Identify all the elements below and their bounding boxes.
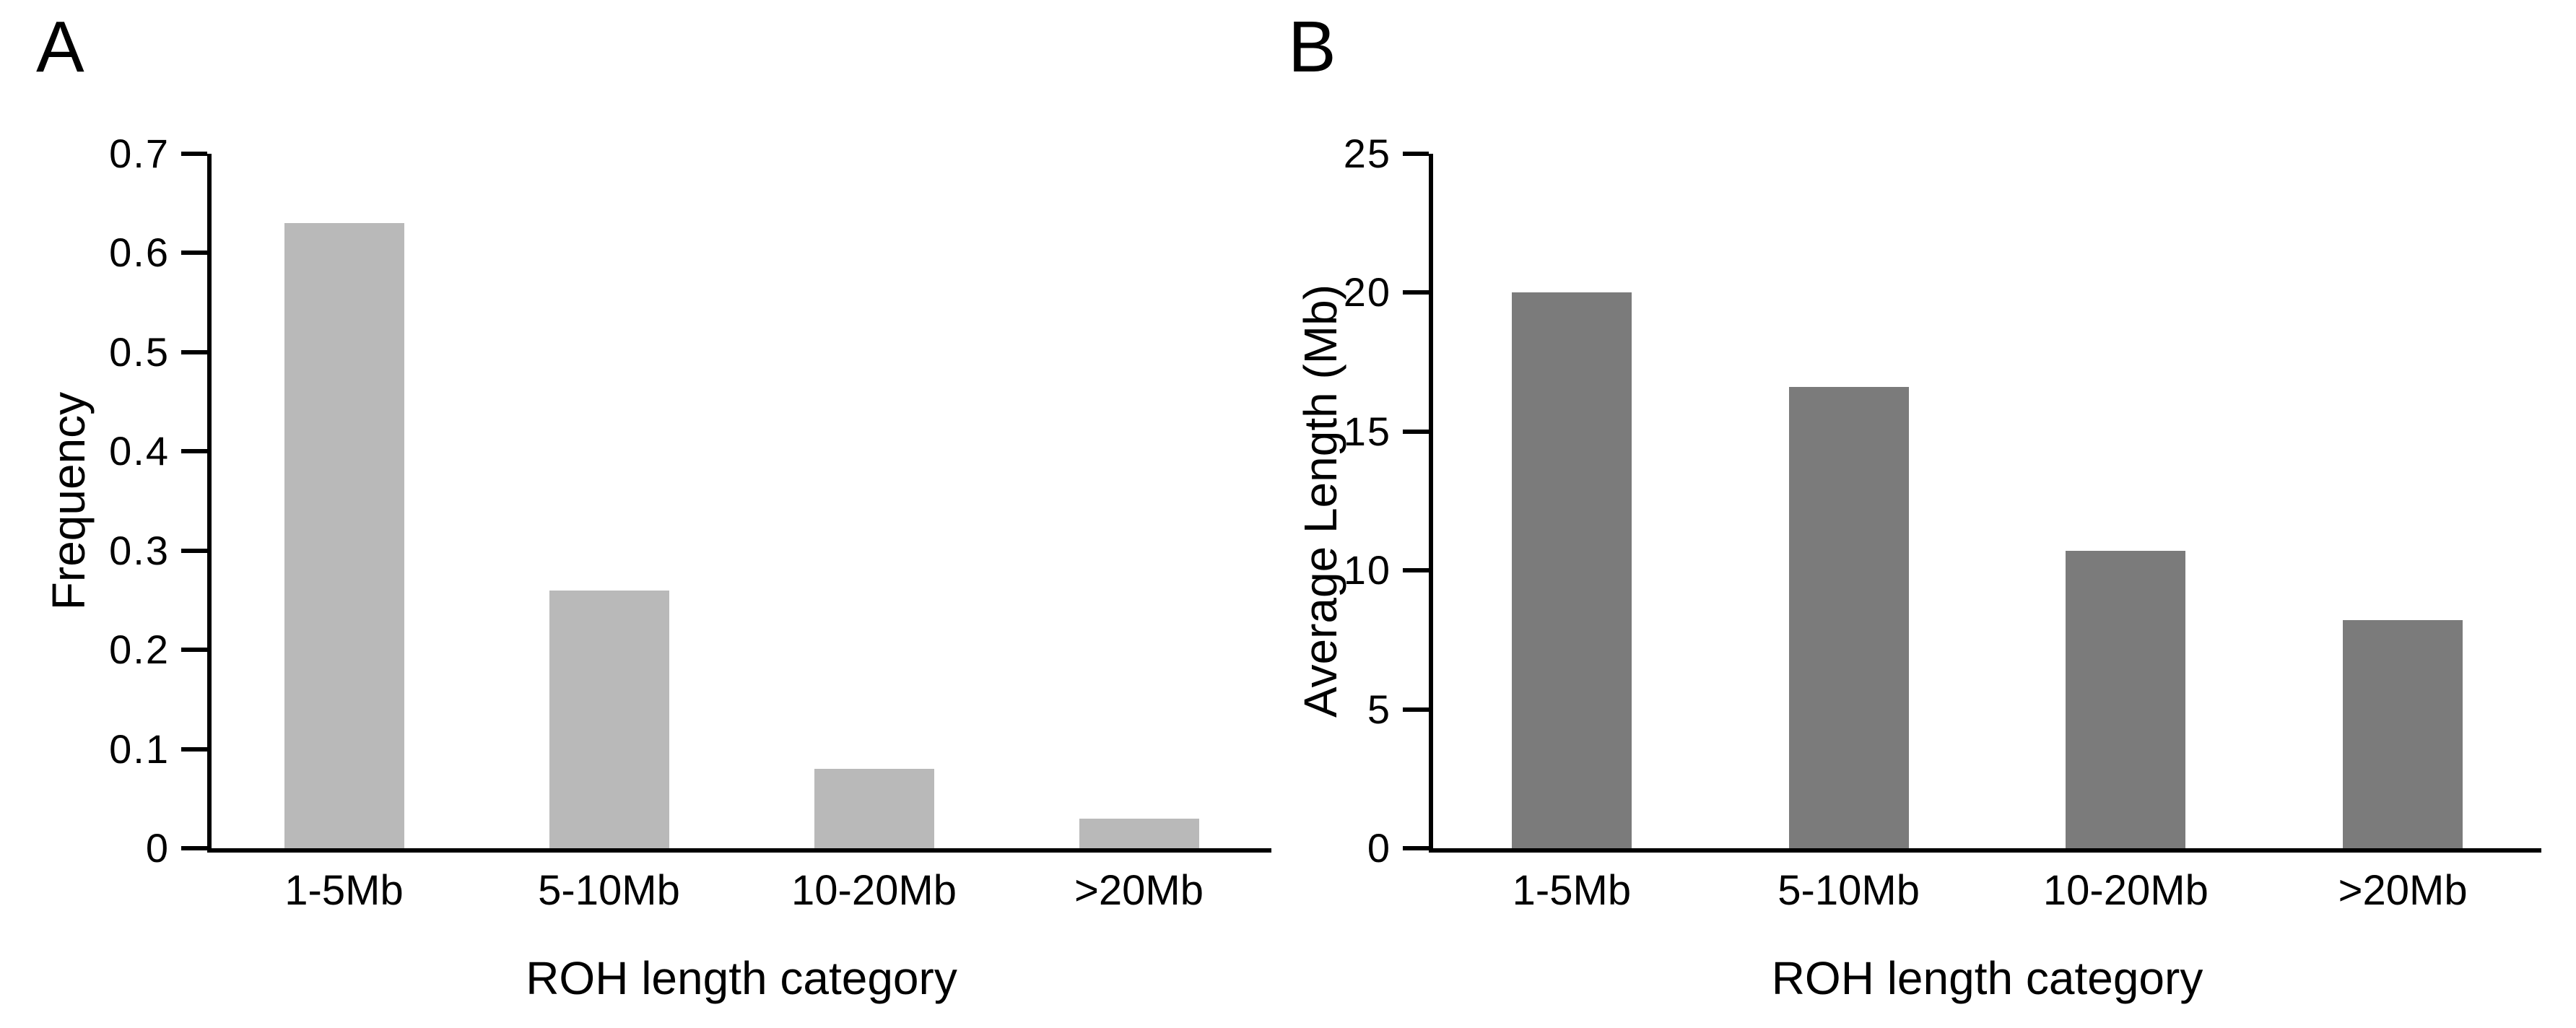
y-tick-mark bbox=[181, 152, 207, 156]
y-tick-mark bbox=[181, 251, 207, 256]
x-axis-line bbox=[1429, 848, 2541, 853]
bar-slot: 1-5Mb bbox=[212, 154, 477, 912]
y-axis-title: Average Length (Mb) bbox=[1294, 284, 1346, 718]
y-tick-mark bbox=[1403, 290, 1429, 295]
bar-10-20Mb bbox=[2066, 551, 2186, 848]
x-category-label: 5-10Mb bbox=[1777, 867, 1920, 914]
bar-slot: 5-10Mb bbox=[477, 154, 741, 912]
y-axis-line bbox=[207, 154, 212, 853]
x-axis-line bbox=[207, 848, 1271, 853]
y-tick-label: 0.6 bbox=[109, 230, 170, 276]
x-category-label: 10-20Mb bbox=[791, 867, 957, 914]
y-tick-label: 15 bbox=[1343, 408, 1391, 454]
y-tick-mark bbox=[181, 648, 207, 653]
bar-1-5Mb bbox=[1511, 292, 1632, 848]
panel-b-plot: 0 5 10 15 20 25 1-5Mb 5-10Mb 10-20Mb >20Mb Avera… bbox=[1294, 134, 2541, 1001]
y-tick-mark bbox=[1403, 429, 1429, 434]
y-tick-mark bbox=[1403, 707, 1429, 712]
bar-5-10Mb bbox=[549, 590, 669, 848]
y-tick-mark bbox=[181, 349, 207, 354]
y-axis-ticks: 0 0.1 0.2 0.3 0.4 0.5 0.6 0.7 bbox=[109, 134, 1271, 868]
y-tick-label: 0.4 bbox=[109, 428, 170, 474]
bar-slot: 10-20Mb bbox=[1988, 154, 2265, 912]
y-tick-label: 0.5 bbox=[109, 328, 170, 375]
y-tick-mark bbox=[181, 449, 207, 454]
y-tick-label: 0.2 bbox=[109, 627, 170, 673]
bar-slot: 10-20Mb bbox=[741, 154, 1006, 912]
y-axis-line bbox=[1429, 154, 1433, 853]
panel-a-letter: A bbox=[36, 6, 84, 87]
y-tick-mark bbox=[181, 746, 207, 752]
y-axis-ticks: 0 5 10 15 20 25 bbox=[1344, 134, 2541, 868]
y-tick-label: 0.3 bbox=[109, 527, 170, 573]
y-tick-label: 0 bbox=[145, 825, 170, 871]
panel-b-letter: B bbox=[1288, 6, 1336, 87]
y-tick-label: 0.1 bbox=[109, 726, 170, 772]
y-tick-mark bbox=[1403, 846, 1429, 850]
bar-series: 1-5Mb 5-10Mb 10-20Mb >20Mb bbox=[1433, 154, 2541, 912]
bar-slot: >20Mb bbox=[2264, 154, 2541, 912]
x-axis-title: ROH length category bbox=[526, 952, 957, 1004]
x-category-label: 10-20Mb bbox=[2042, 867, 2209, 914]
bar-10-20Mb bbox=[814, 769, 934, 848]
bar-slot: >20Mb bbox=[1006, 154, 1271, 912]
bar-slot: 1-5Mb bbox=[1433, 154, 1710, 912]
x-category-label: >20Mb bbox=[1074, 867, 1204, 914]
y-tick-label: 5 bbox=[1367, 686, 1391, 732]
x-category-label: 1-5Mb bbox=[1512, 867, 1632, 914]
y-tick-mark bbox=[1403, 568, 1429, 573]
x-category-label: 1-5Mb bbox=[284, 867, 404, 914]
x-axis-title: ROH length category bbox=[1771, 952, 2203, 1004]
y-tick-label: 0 bbox=[1367, 825, 1391, 871]
bar->20Mb bbox=[1079, 818, 1199, 848]
y-tick-mark bbox=[1403, 152, 1429, 156]
y-tick-label: 0.7 bbox=[109, 131, 170, 176]
y-tick-label: 25 bbox=[1343, 131, 1391, 176]
x-category-label: >20Mb bbox=[2338, 867, 2468, 914]
bar-slot: 5-10Mb bbox=[1710, 154, 1988, 912]
bar-5-10Mb bbox=[1788, 387, 1909, 848]
bar->20Mb bbox=[2343, 620, 2463, 848]
bar-1-5Mb bbox=[284, 223, 404, 848]
y-axis-title: Frequency bbox=[43, 391, 95, 611]
panel-a-plot: 0 0.1 0.2 0.3 0.4 0.5 0.6 0.7 1-5Mb 5-10Mb 10-20M… bbox=[43, 134, 1271, 1001]
x-category-label: 5-10Mb bbox=[538, 867, 680, 914]
y-tick-label: 20 bbox=[1343, 269, 1391, 315]
bar-series: 1-5Mb 5-10Mb 10-20Mb >20Mb bbox=[212, 154, 1271, 912]
y-tick-label: 10 bbox=[1343, 547, 1391, 593]
y-tick-mark bbox=[181, 548, 207, 553]
y-tick-mark bbox=[181, 846, 207, 850]
